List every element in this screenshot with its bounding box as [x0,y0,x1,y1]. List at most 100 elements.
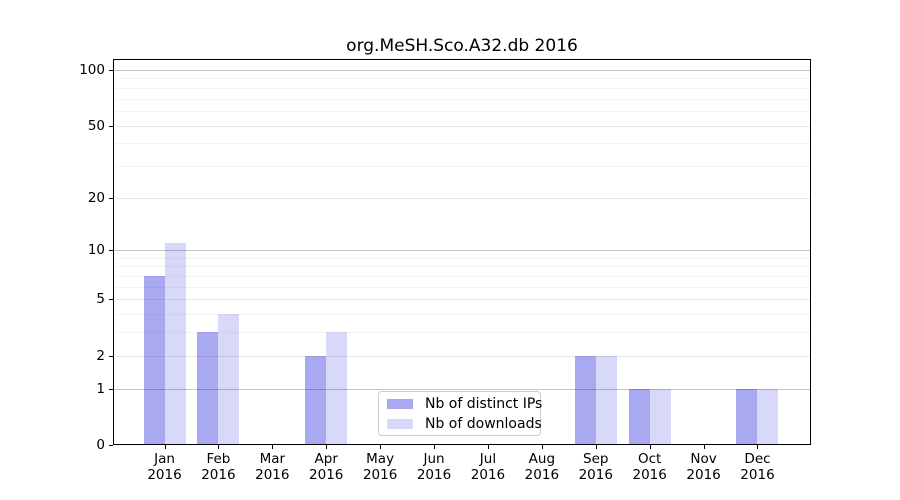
grid-line-60 [114,111,810,112]
y-tick-100 [109,70,113,71]
legend: Nb of distinct IPs Nb of downloads [378,391,543,436]
x-tick-year: 2016 [255,466,290,483]
y-tick-label-20: 20 [87,190,105,206]
grid-line-5 [114,299,810,300]
y-tick-label-1: 1 [96,381,105,397]
x-tick-year: 2016 [147,466,182,483]
x-tick-sep [595,445,597,449]
x-tick-year: 2016 [578,466,613,483]
x-tick-year: 2016 [740,466,775,483]
grid-line-6 [114,287,810,288]
grid-line-40 [114,143,810,144]
x-tick-month: Jan [154,451,175,467]
bar-distinct-ips-oct [628,388,650,445]
grid-line-2 [114,356,810,357]
x-tick-month: Oct [638,451,662,467]
grid-line-1 [114,389,810,390]
bar-downloads-jan [164,243,186,445]
x-tick-month: Aug [528,451,556,467]
grid-line-80 [114,88,810,89]
x-tick-aug [541,445,543,449]
grid-line-90 [114,78,810,79]
bar-downloads-apr [326,332,348,445]
y-tick-0 [109,445,113,446]
bar-downloads-sep [595,355,617,445]
x-tick-label-dec: Dec 2016 [726,451,788,483]
chart-title: org.MeSH.Sco.A32.db 2016 [346,36,578,56]
x-tick-year: 2016 [416,466,452,483]
legend-item-distinct-ips: Nb of distinct IPs [379,395,543,412]
x-tick-label-mar: Mar 2016 [241,451,303,483]
x-tick-may [380,445,382,449]
x-tick-apr [326,445,328,449]
x-tick-label-feb: Feb 2016 [187,451,249,483]
x-tick-month: May [366,451,395,467]
grid-line-50 [114,126,810,127]
bar-downloads-oct [649,388,671,445]
x-tick-label-jun: Jun 2016 [403,451,465,483]
y-tick-label-0: 0 [96,437,105,453]
grid-line-4 [114,314,810,315]
legend-item-downloads: Nb of downloads [379,415,542,432]
x-tick-year: 2016 [686,466,721,483]
y-tick-2 [109,356,113,357]
x-tick-month: Nov [690,451,717,467]
x-tick-oct [649,445,651,449]
grid-line-30 [114,166,810,167]
grid-line-9 [114,258,810,259]
bar-downloads-dec [757,388,779,445]
x-tick-dec [757,445,759,449]
grid-line-70 [114,99,810,100]
y-tick-label-100: 100 [79,62,105,78]
x-tick-label-jul: Jul 2016 [457,451,519,483]
y-tick-10 [109,250,113,251]
bar-distinct-ips-dec [736,388,758,445]
x-tick-nov [703,445,705,449]
x-tick-month: Dec [744,451,771,467]
x-tick-year: 2016 [524,466,560,483]
legend-swatch-distinct-ips [387,398,413,409]
bar-downloads-feb [218,314,240,445]
x-tick-month: Apr [314,451,338,467]
legend-label-downloads: Nb of downloads [425,415,542,432]
bar-distinct-ips-sep [574,355,596,445]
x-tick-year: 2016 [470,466,506,483]
x-tick-month: Mar [259,451,286,467]
x-tick-year: 2016 [632,466,667,483]
x-tick-label-may: May 2016 [349,451,411,483]
y-tick-label-10: 10 [87,242,105,258]
x-tick-label-jan: Jan 2016 [134,451,196,483]
grid-line-3 [114,332,810,333]
x-tick-mar [272,445,274,449]
bar-distinct-ips-apr [305,355,327,445]
x-tick-label-oct: Oct 2016 [619,451,681,483]
x-tick-year: 2016 [309,466,344,483]
bar-distinct-ips-jan [143,276,165,445]
y-tick-label-5: 5 [96,291,105,307]
grid-line-10 [114,250,810,251]
x-tick-jun [434,445,436,449]
x-tick-year: 2016 [201,466,236,483]
x-tick-jul [487,445,489,449]
y-tick-1 [109,389,113,390]
y-tick-label-2: 2 [96,348,105,364]
grid-line-7 [114,276,810,277]
legend-label-distinct-ips: Nb of distinct IPs [425,395,543,412]
x-tick-month: Jun [423,451,445,467]
x-tick-label-aug: Aug 2016 [511,451,573,483]
grid-line-20 [114,198,810,199]
x-tick-feb [218,445,220,449]
grid-line-100 [114,70,810,71]
y-tick-label-50: 50 [87,118,105,134]
y-tick-20 [109,198,113,199]
y-tick-5 [109,299,113,300]
x-tick-jan [164,445,166,449]
y-tick-50 [109,126,113,127]
x-tick-label-apr: Apr 2016 [295,451,357,483]
x-tick-month: Feb [206,451,231,467]
x-tick-month: Sep [583,451,609,467]
x-tick-label-nov: Nov 2016 [673,451,735,483]
x-tick-year: 2016 [362,466,398,483]
x-tick-label-sep: Sep 2016 [565,451,627,483]
